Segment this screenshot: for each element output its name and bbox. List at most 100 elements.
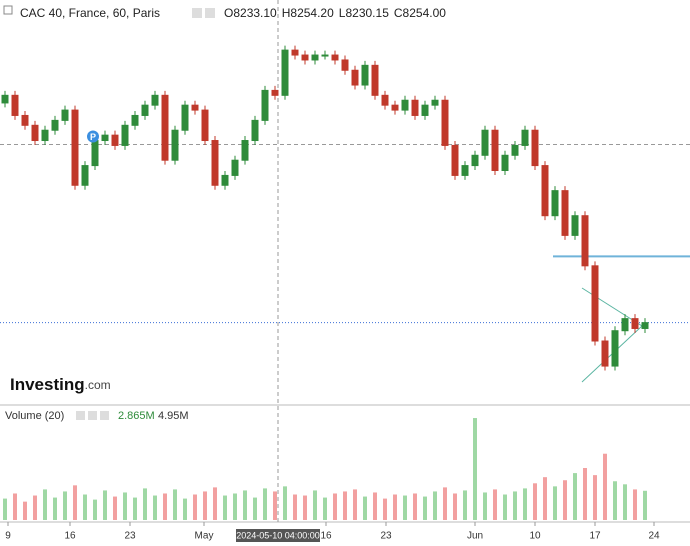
volume-bar	[523, 488, 527, 520]
volume-title: Volume (20)	[5, 410, 64, 422]
candle-body	[21, 114, 29, 126]
volume-bar	[333, 493, 337, 520]
candle-body	[411, 99, 419, 116]
volume-hide-icon[interactable]	[88, 411, 97, 420]
candle-body	[241, 140, 249, 161]
volume-bar	[433, 491, 437, 520]
x-tick-label: 23	[380, 531, 392, 542]
x-tick-label: 9	[5, 531, 11, 542]
candle-body	[71, 109, 79, 186]
x-tick-label: 17	[589, 531, 601, 542]
candle-body	[191, 104, 199, 111]
volume-bar	[33, 495, 37, 520]
x-tick-label: May	[195, 531, 214, 542]
candle-body	[61, 109, 69, 121]
candle-body	[161, 94, 169, 161]
volume-bar	[603, 453, 607, 520]
volume-bar	[223, 495, 227, 520]
candle-body	[561, 190, 569, 236]
volume-bar	[183, 498, 187, 520]
collapse-icon[interactable]	[3, 5, 13, 15]
ohlc-header: O8233.10 H8254.20 L8230.15 C8254.00	[224, 6, 446, 20]
candle-body	[201, 109, 209, 142]
candle-body	[251, 119, 259, 142]
candle-body	[631, 318, 639, 329]
volume-bar	[513, 491, 517, 520]
candle-body	[471, 154, 479, 167]
volume-bar	[63, 491, 67, 520]
ohlc-key: O	[224, 6, 233, 20]
volume-ma-value: 4.95M	[158, 410, 189, 422]
settings-icon[interactable]	[192, 8, 202, 18]
candle-body	[51, 119, 59, 131]
volume-bar	[413, 493, 417, 520]
candle-body	[181, 104, 189, 131]
ohlc-item: H8254.20	[282, 6, 334, 20]
volume-bar	[293, 494, 297, 520]
volume-close-icon[interactable]	[100, 411, 109, 420]
volume-bar	[123, 492, 127, 520]
crosshair-date: 2024-05-10 04:00:00	[236, 530, 320, 540]
hide-icon[interactable]	[205, 8, 215, 18]
candle-body	[621, 318, 629, 332]
volume-bar	[283, 486, 287, 520]
volume-value: 2.865M	[118, 410, 155, 422]
volume-bar	[133, 497, 137, 520]
volume-bar	[203, 491, 207, 520]
volume-bar	[323, 497, 327, 520]
volume-bar	[313, 490, 317, 520]
volume-bar	[463, 490, 467, 520]
x-tick-label: 10	[529, 531, 541, 542]
ohlc-value: 8254.20	[290, 6, 334, 20]
volume-bar	[153, 495, 157, 520]
volume-bar	[53, 497, 57, 520]
volume-bar	[353, 489, 357, 520]
candle-body	[401, 99, 409, 111]
volume-bar	[473, 418, 477, 520]
volume-bar	[443, 487, 447, 520]
volume-bar	[403, 495, 407, 520]
candle-body	[421, 104, 429, 116]
candle-body	[501, 154, 509, 172]
candle-body	[291, 49, 299, 56]
candle-body	[311, 54, 319, 61]
ohlc-key: C	[394, 6, 403, 20]
volume-bar	[113, 496, 117, 520]
ohlc-item: O8233.10	[224, 6, 277, 20]
volume-bar	[213, 487, 217, 520]
volume-bar	[543, 477, 547, 520]
ohlc-value: 8254.00	[403, 6, 447, 20]
volume-settings-icon[interactable]	[76, 411, 85, 420]
volume-bar	[13, 493, 17, 520]
ohlc-key: L	[339, 6, 346, 20]
candle-body	[511, 144, 519, 156]
volume-bar	[163, 493, 167, 520]
candle-body	[641, 322, 649, 329]
volume-bar	[93, 499, 97, 520]
volume-bar	[173, 489, 177, 520]
x-tick-label: 24	[648, 531, 660, 542]
volume-bar	[263, 488, 267, 520]
candle-body	[81, 165, 89, 186]
candle-body	[211, 140, 219, 186]
logo-suffix: .com	[85, 378, 111, 392]
candle-body	[281, 49, 289, 96]
volume-bar	[453, 493, 457, 520]
candle-body	[381, 94, 389, 106]
volume-bar	[623, 484, 627, 520]
volume-bar	[193, 494, 197, 520]
candle-body	[11, 94, 19, 116]
candle-body	[541, 165, 549, 217]
volume-bar	[243, 490, 247, 520]
candle-body	[261, 89, 269, 121]
candle-body	[591, 265, 599, 342]
volume-bar	[593, 475, 597, 520]
volume-bar	[253, 497, 257, 520]
volume-bar	[363, 496, 367, 520]
x-tick-label: 16	[320, 531, 332, 542]
volume-bar	[3, 498, 7, 520]
candle-body	[351, 69, 359, 86]
volume-bar	[233, 493, 237, 520]
ohlc-item: C8254.00	[394, 6, 446, 20]
